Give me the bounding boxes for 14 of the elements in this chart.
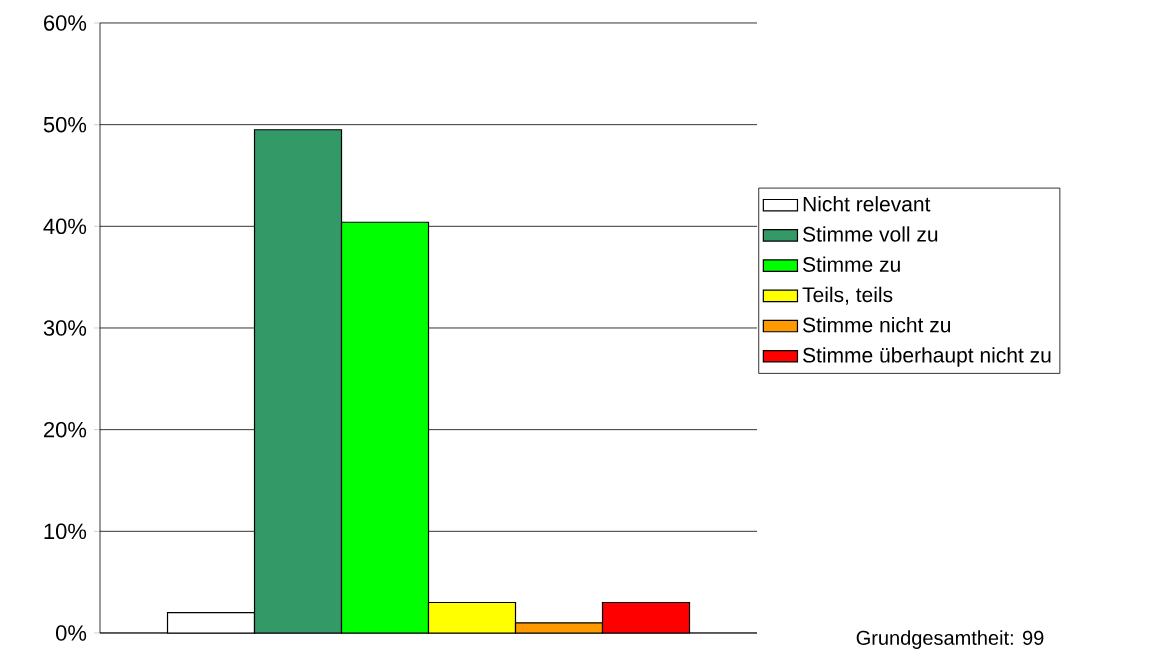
y-tick-label: 20% [44,421,87,438]
text: Grundgesamtheit: 99 [856,630,1044,649]
legend-label: Teils, teils [802,286,893,305]
legend-label: Nicht relevant [803,196,931,212]
y-tick-label: 10% [44,523,87,540]
legend-label: Stimme nicht zu [803,316,951,333]
y-tick-label: 60% [44,15,87,31]
y-tick-label: 30% [43,320,87,336]
y-tick-label: 50% [43,116,87,133]
legend-label: Stimme überhaupt nicht zu [803,347,1051,367]
legend-label: Stimme voll zu [803,226,938,242]
legend-label: Stimme zu [803,256,900,272]
y-tick-label: 40% [43,218,87,235]
y-tick-label: 0% [55,625,87,641]
